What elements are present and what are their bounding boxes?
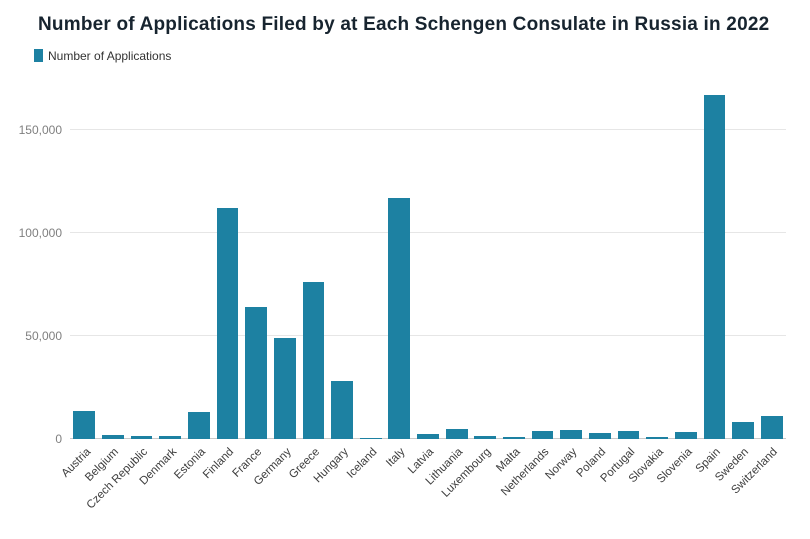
bar-netherlands[interactable] <box>531 430 554 439</box>
bar-norway[interactable] <box>560 430 583 439</box>
gridline <box>70 334 786 336</box>
legend-swatch-icon <box>34 49 43 63</box>
chart-title: Number of Applications Filed by at Each … <box>38 14 770 35</box>
bar-finland[interactable] <box>216 208 239 439</box>
bar-czech-republic[interactable] <box>130 436 153 439</box>
bar-sweden[interactable] <box>732 422 754 439</box>
y-axis-tick-label: 0 <box>55 431 62 446</box>
bar-germany[interactable] <box>273 337 296 439</box>
bar-lithuania[interactable] <box>445 428 468 439</box>
y-axis-tick-label: 50,000 <box>25 328 62 343</box>
bar-hungary[interactable] <box>331 381 353 439</box>
bar-france[interactable] <box>245 307 268 439</box>
bar-chart: 0 50,000 100,000 150,000 Austria Belgium Czec… <box>19 89 788 531</box>
x-axis-label: Italy <box>384 445 408 470</box>
gridline <box>70 128 786 130</box>
bar-slovakia[interactable] <box>646 436 668 439</box>
bar-spain[interactable] <box>703 94 726 439</box>
bar-portugal[interactable] <box>617 431 640 439</box>
bar-italy[interactable] <box>388 197 411 439</box>
bar-austria[interactable] <box>73 411 96 439</box>
y-axis-tick-label: 100,000 <box>18 225 62 240</box>
x-axis-label: Iceland <box>344 445 380 481</box>
bar-belgium[interactable] <box>102 434 124 439</box>
bar-switzerland[interactable] <box>760 416 783 439</box>
x-axis: Austria Belgium Czech Republic Denmark Eston… <box>59 439 786 531</box>
bar-slovenia[interactable] <box>674 432 697 439</box>
x-axis-label: Finland <box>200 445 237 481</box>
bar-estonia[interactable] <box>187 412 210 439</box>
bar-malta[interactable] <box>503 437 525 439</box>
legend: Number of Applications <box>34 49 788 63</box>
bar-luxembourg[interactable] <box>474 436 497 439</box>
bar-greece[interactable] <box>302 282 325 439</box>
bar-iceland[interactable] <box>359 437 382 439</box>
y-axis-tick-label: 150,000 <box>18 122 62 137</box>
bar-denmark[interactable] <box>159 435 182 439</box>
plot-area: 0 50,000 100,000 150,000 <box>19 89 786 446</box>
bar-poland[interactable] <box>588 433 611 439</box>
legend-label: Number of Applications <box>48 48 172 63</box>
gridline <box>70 231 786 233</box>
bar-latvia[interactable] <box>417 434 439 439</box>
